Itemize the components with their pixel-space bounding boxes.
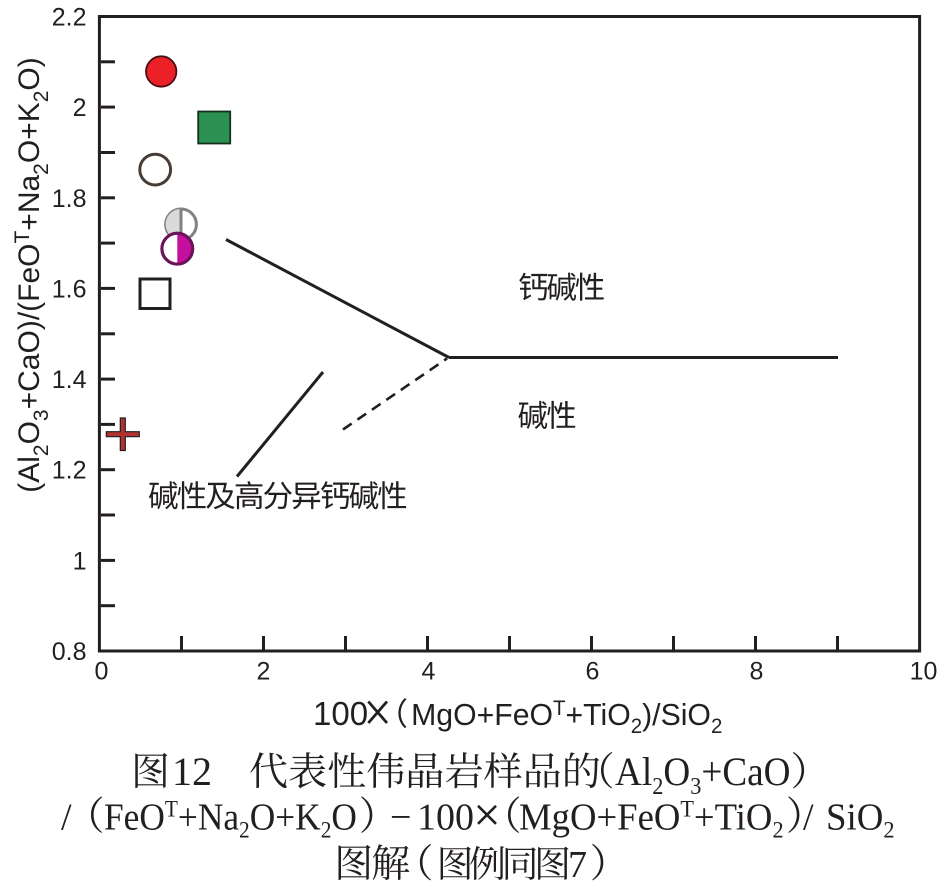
svg-text:/: / xyxy=(61,797,72,839)
svg-text:2: 2 xyxy=(257,658,271,686)
svg-text:0.8: 0.8 xyxy=(52,638,87,666)
svg-text:SiO2: SiO2 xyxy=(826,797,894,843)
svg-text:100: 100 xyxy=(313,695,368,732)
svg-text:FeOT+Na2O+K2O: FeOT+Na2O+K2O xyxy=(104,795,357,842)
svg-text:12: 12 xyxy=(172,749,212,794)
svg-text:10: 10 xyxy=(910,658,938,686)
svg-text:2.2: 2.2 xyxy=(52,4,87,32)
svg-text:4: 4 xyxy=(422,658,436,686)
svg-text:1.8: 1.8 xyxy=(52,185,87,213)
svg-text:Al2O3+CaO: Al2O3+CaO xyxy=(615,751,790,800)
svg-text:1.2: 1.2 xyxy=(52,457,87,485)
svg-text:1.6: 1.6 xyxy=(52,275,87,303)
svg-text:8: 8 xyxy=(750,658,764,686)
svg-text:7: 7 xyxy=(568,844,587,885)
svg-text:1.4: 1.4 xyxy=(52,366,87,394)
svg-text:1: 1 xyxy=(73,547,87,575)
svg-text:/: / xyxy=(803,797,814,839)
svg-text:MgO+FeOT+TiO2)/SiO2: MgO+FeOT+TiO2)/SiO2 xyxy=(411,697,722,738)
svg-text:−: − xyxy=(390,797,411,839)
svg-text:100: 100 xyxy=(417,797,474,839)
svg-text:MgO+FeOT+TiO2: MgO+FeOT+TiO2 xyxy=(519,796,784,842)
svg-text:6: 6 xyxy=(586,658,600,686)
svg-text:2: 2 xyxy=(73,94,87,122)
svg-text:0: 0 xyxy=(95,658,109,686)
